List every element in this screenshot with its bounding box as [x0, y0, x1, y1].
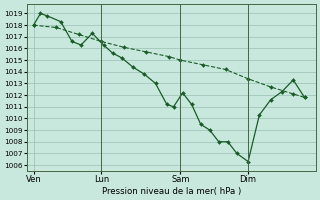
- X-axis label: Pression niveau de la mer( hPa ): Pression niveau de la mer( hPa ): [102, 187, 241, 196]
